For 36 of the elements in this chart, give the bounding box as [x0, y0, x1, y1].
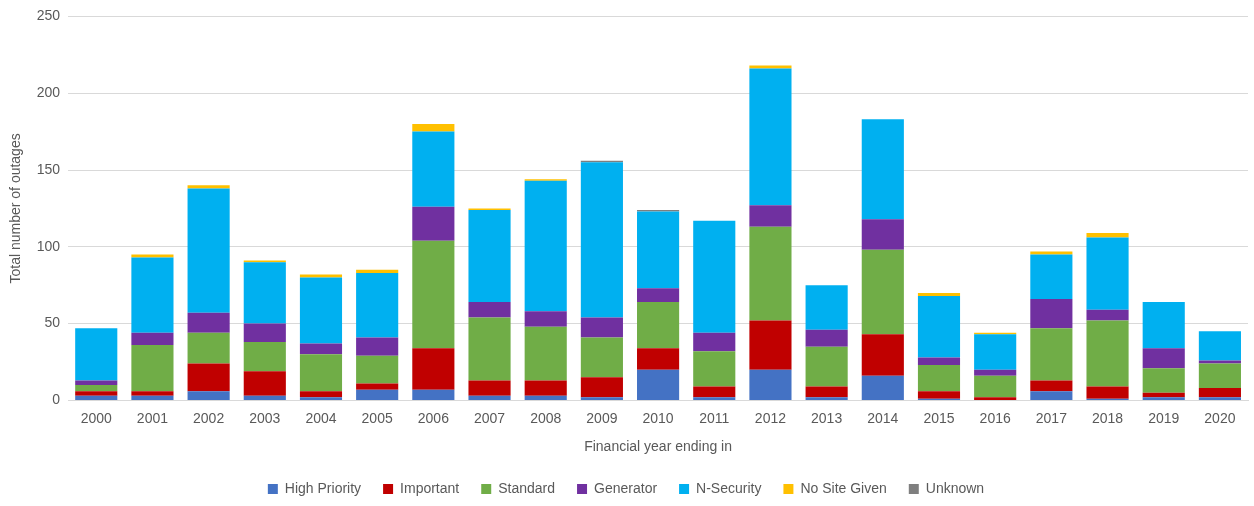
x-tick-label: 2014	[867, 409, 899, 426]
x-tick-label: 2016	[979, 409, 1011, 426]
x-tick-label: 2006	[417, 409, 450, 426]
legend-label: High Priority	[284, 479, 362, 496]
x-tick-label: 2005	[361, 409, 393, 426]
x-tick-label: 2012	[754, 409, 787, 426]
x-tick-label: 2002	[193, 409, 225, 426]
y-tick-label: 150	[36, 160, 61, 177]
x-tick-label: 2017	[1035, 409, 1068, 426]
x-tick-label: 2013	[811, 409, 843, 426]
y-axis-title: Total number of outages	[7, 133, 24, 284]
x-tick-label: 2007	[473, 409, 506, 426]
legend-label: Unknown	[925, 479, 985, 496]
x-tick-label: 2001	[136, 409, 169, 426]
legend-label: N-Security	[696, 479, 762, 496]
y-tick-label: 100	[36, 237, 61, 254]
y-tick-label: 250	[36, 7, 61, 24]
y-tick-label: 50	[44, 314, 61, 331]
x-tick-label: 2009	[586, 409, 618, 426]
x-tick-label: 2018	[1091, 409, 1124, 426]
x-tick-label: 2003	[249, 409, 281, 426]
x-axis-title: Financial year ending in	[584, 438, 733, 455]
x-tick-label: 2019	[1148, 409, 1180, 426]
legend-label: Generator	[594, 479, 658, 496]
x-tick-label: 2020	[1204, 409, 1236, 426]
y-tick-label: 200	[36, 84, 61, 101]
legend-label: Important	[400, 479, 460, 496]
x-tick-label: 2004	[305, 409, 337, 426]
x-tick-label: 2015	[923, 409, 955, 426]
y-tick-label: 0	[52, 391, 61, 408]
x-tick-label: 2011	[699, 409, 730, 426]
legend-label: No Site Given	[800, 479, 887, 496]
legend-label: Standard	[498, 479, 556, 496]
x-tick-label: 2000	[80, 409, 113, 426]
x-tick-label: 2010	[642, 409, 674, 426]
x-tick-label: 2008	[530, 409, 562, 426]
